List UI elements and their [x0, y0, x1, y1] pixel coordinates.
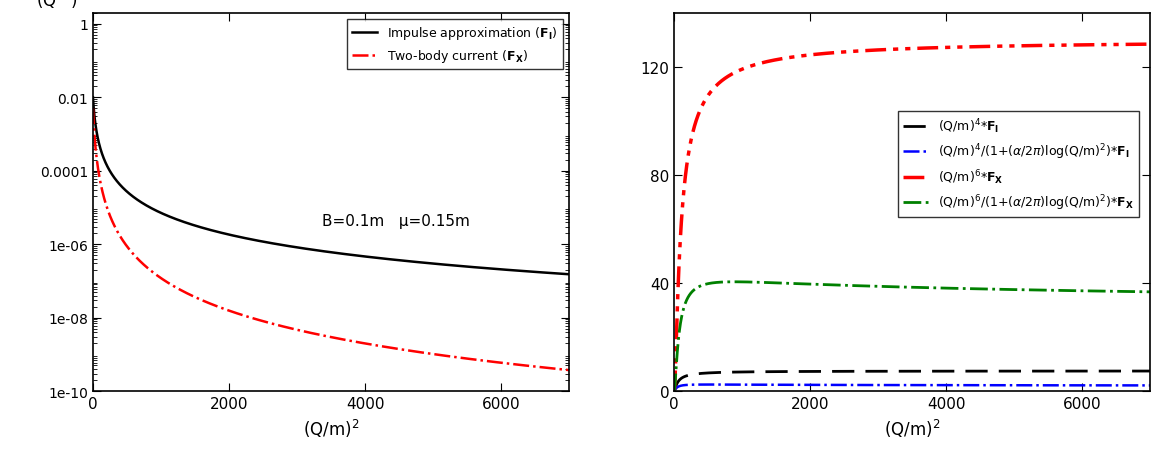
- Text: B=0.1m   μ=0.15m: B=0.1m μ=0.15m: [322, 213, 469, 228]
- (Q/m)$^4$*$\mathit{\mathbf{F_I}}$: [1020, 369, 1034, 374]
- (Q/m)$^6$/(1+($\alpha$/2$\pi$)log(Q/m)$^2$)*$\mathit{\mathbf{F_X}}$: [1020, 288, 1034, 293]
- Two-body current ($\mathit{\mathbf{F_X}}$): [465, 357, 479, 362]
- (Q/m)$^4$*$\mathit{\mathbf{F_I}}$: [667, 389, 681, 394]
- (Q/m)$^4$*$\mathit{\mathbf{F_I}}$: [839, 369, 853, 374]
- Line: (Q/m)$^4$*$\mathit{\mathbf{F_I}}$: (Q/m)$^4$*$\mathit{\mathbf{F_I}}$: [674, 371, 1150, 391]
- Impulse approximation ($\mathit{\mathbf{F_I}}$): [439, 263, 453, 268]
- Two-body current ($\mathit{\mathbf{F_X}}$): [439, 354, 453, 359]
- (Q/m)$^4$/(1+($\alpha$/2$\pi$)log(Q/m)$^2$)*$\mathit{\mathbf{F_I}}$: [970, 383, 984, 388]
- (Q/m)$^6$*$\mathit{\mathbf{F_X}}$: [949, 46, 963, 51]
- Impulse approximation ($\mathit{\mathbf{F_I}}$): [562, 272, 576, 278]
- (Q/m)$^4$*$\mathit{\mathbf{F_I}}$: [1143, 369, 1157, 374]
- Two-body current ($\mathit{\mathbf{F_X}}$): [86, 106, 100, 112]
- Impulse approximation ($\mathit{\mathbf{F_I}}$): [258, 240, 272, 245]
- (Q/m)$^6$*$\mathit{\mathbf{F_X}}$: [839, 50, 853, 56]
- Text: (Q$^-$): (Q$^-$): [36, 0, 78, 10]
- Two-body current ($\mathit{\mathbf{F_X}}$): [388, 346, 402, 351]
- Impulse approximation ($\mathit{\mathbf{F_I}}$): [110, 179, 124, 184]
- (Q/m)$^6$*$\mathit{\mathbf{F_X}}$: [970, 45, 984, 50]
- (Q/m)$^4$*$\mathit{\mathbf{F_I}}$: [1046, 369, 1060, 374]
- Line: Impulse approximation ($\mathit{\mathbf{F_I}}$): Impulse approximation ($\mathit{\mathbf{…: [93, 98, 569, 275]
- (Q/m)$^6$/(1+($\alpha$/2$\pi$)log(Q/m)$^2$)*$\mathit{\mathbf{F_X}}$: [1143, 289, 1157, 295]
- Legend: Impulse approximation ($\mathit{\mathbf{F_I}}$), Two-body current ($\mathit{\mat: Impulse approximation ($\mathit{\mathbf{…: [347, 20, 564, 70]
- (Q/m)$^4$/(1+($\alpha$/2$\pi$)log(Q/m)$^2$)*$\mathit{\mathbf{F_I}}$: [702, 382, 716, 387]
- Legend: (Q/m)$^4$*$\mathit{\mathbf{F_I}}$, (Q/m)$^4$/(1+($\alpha$/2$\pi$)log(Q/m)$^2$)*$: (Q/m)$^4$*$\mathit{\mathbf{F_I}}$, (Q/m)…: [898, 112, 1140, 217]
- Impulse approximation ($\mathit{\mathbf{F_I}}$): [368, 255, 382, 261]
- Line: (Q/m)$^6$/(1+($\alpha$/2$\pi$)log(Q/m)$^2$)*$\mathit{\mathbf{F_X}}$: (Q/m)$^6$/(1+($\alpha$/2$\pi$)log(Q/m)$^…: [674, 282, 1150, 391]
- (Q/m)$^4$/(1+($\alpha$/2$\pi$)log(Q/m)$^2$)*$\mathit{\mathbf{F_I}}$: [1020, 383, 1034, 388]
- (Q/m)$^6$/(1+($\alpha$/2$\pi$)log(Q/m)$^2$)*$\mathit{\mathbf{F_X}}$: [691, 285, 705, 290]
- Line: (Q/m)$^6$*$\mathit{\mathbf{F_X}}$: (Q/m)$^6$*$\mathit{\mathbf{F_X}}$: [674, 45, 1150, 391]
- (Q/m)$^4$/(1+($\alpha$/2$\pi$)log(Q/m)$^2$)*$\mathit{\mathbf{F_I}}$: [1143, 383, 1157, 388]
- Line: Two-body current ($\mathit{\mathbf{F_X}}$): Two-body current ($\mathit{\mathbf{F_X}}…: [93, 109, 569, 370]
- (Q/m)$^6$*$\mathit{\mathbf{F_X}}$: [691, 113, 705, 119]
- X-axis label: (Q/m)$^2$: (Q/m)$^2$: [303, 417, 359, 439]
- (Q/m)$^6$/(1+($\alpha$/2$\pi$)log(Q/m)$^2$)*$\mathit{\mathbf{F_X}}$: [727, 279, 741, 285]
- (Q/m)$^6$/(1+($\alpha$/2$\pi$)log(Q/m)$^2$)*$\mathit{\mathbf{F_X}}$: [667, 389, 681, 394]
- (Q/m)$^6$/(1+($\alpha$/2$\pi$)log(Q/m)$^2$)*$\mathit{\mathbf{F_X}}$: [1046, 288, 1060, 293]
- (Q/m)$^6$/(1+($\alpha$/2$\pi$)log(Q/m)$^2$)*$\mathit{\mathbf{F_X}}$: [970, 287, 984, 292]
- (Q/m)$^4$*$\mathit{\mathbf{F_I}}$: [691, 371, 705, 377]
- (Q/m)$^6$/(1+($\alpha$/2$\pi$)log(Q/m)$^2$)*$\mathit{\mathbf{F_X}}$: [949, 286, 963, 292]
- Two-body current ($\mathit{\mathbf{F_X}}$): [258, 319, 272, 325]
- (Q/m)$^6$*$\mathit{\mathbf{F_X}}$: [1143, 42, 1157, 48]
- Two-body current ($\mathit{\mathbf{F_X}}$): [562, 368, 576, 373]
- (Q/m)$^6$*$\mathit{\mathbf{F_X}}$: [1046, 43, 1060, 49]
- (Q/m)$^4$/(1+($\alpha$/2$\pi$)log(Q/m)$^2$)*$\mathit{\mathbf{F_I}}$: [667, 389, 681, 394]
- (Q/m)$^6$*$\mathit{\mathbf{F_X}}$: [1020, 44, 1034, 49]
- (Q/m)$^6$/(1+($\alpha$/2$\pi$)log(Q/m)$^2$)*$\mathit{\mathbf{F_X}}$: [840, 283, 854, 288]
- (Q/m)$^4$/(1+($\alpha$/2$\pi$)log(Q/m)$^2$)*$\mathit{\mathbf{F_I}}$: [691, 382, 705, 388]
- (Q/m)$^4$/(1+($\alpha$/2$\pi$)log(Q/m)$^2$)*$\mathit{\mathbf{F_I}}$: [840, 382, 854, 388]
- Impulse approximation ($\mathit{\mathbf{F_I}}$): [465, 265, 479, 270]
- Line: (Q/m)$^4$/(1+($\alpha$/2$\pi$)log(Q/m)$^2$)*$\mathit{\mathbf{F_I}}$: (Q/m)$^4$/(1+($\alpha$/2$\pi$)log(Q/m)$^…: [674, 384, 1150, 391]
- Impulse approximation ($\mathit{\mathbf{F_I}}$): [388, 258, 402, 263]
- (Q/m)$^6$*$\mathit{\mathbf{F_X}}$: [667, 389, 681, 394]
- (Q/m)$^4$*$\mathit{\mathbf{F_I}}$: [970, 369, 984, 374]
- Two-body current ($\mathit{\mathbf{F_X}}$): [368, 343, 382, 348]
- (Q/m)$^4$*$\mathit{\mathbf{F_I}}$: [949, 369, 963, 374]
- (Q/m)$^4$/(1+($\alpha$/2$\pi$)log(Q/m)$^2$)*$\mathit{\mathbf{F_I}}$: [1046, 383, 1060, 388]
- Two-body current ($\mathit{\mathbf{F_X}}$): [110, 228, 124, 234]
- Impulse approximation ($\mathit{\mathbf{F_I}}$): [86, 95, 100, 101]
- (Q/m)$^4$/(1+($\alpha$/2$\pi$)log(Q/m)$^2$)*$\mathit{\mathbf{F_I}}$: [949, 383, 963, 388]
- X-axis label: (Q/m)$^2$: (Q/m)$^2$: [884, 417, 940, 439]
